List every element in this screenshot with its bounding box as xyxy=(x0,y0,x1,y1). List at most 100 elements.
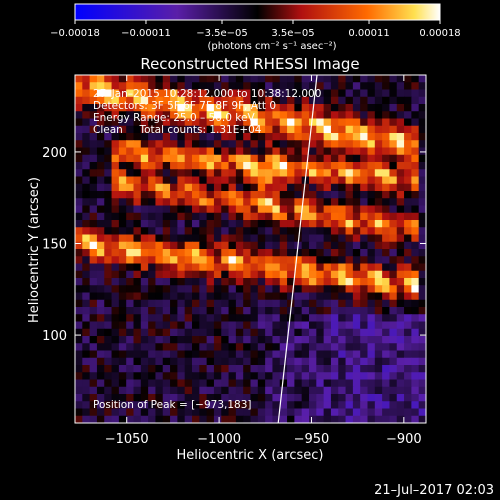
heatmap-cell xyxy=(374,292,383,301)
heatmap-cell xyxy=(360,212,369,221)
heatmap-cell xyxy=(221,140,230,149)
heatmap-cell xyxy=(133,270,142,279)
heatmap-cell xyxy=(228,104,237,112)
heatmap-cell xyxy=(133,104,142,112)
heatmap-cell xyxy=(374,154,383,163)
heatmap-cell xyxy=(338,292,347,301)
heatmap-cell xyxy=(316,227,325,236)
heatmap-cell xyxy=(396,394,405,402)
heatmap-cell xyxy=(104,270,113,279)
heatmap-cell xyxy=(301,278,310,286)
heatmap-cell xyxy=(352,220,361,228)
heatmap-cell xyxy=(133,205,142,214)
heatmap-cell xyxy=(206,350,215,359)
heatmap-cell xyxy=(126,234,135,243)
heatmap-cell xyxy=(367,147,376,156)
heatmap-cell xyxy=(404,372,412,381)
heatmap-cell xyxy=(243,220,252,228)
heatmap-cell xyxy=(82,125,91,134)
heatmap-cell xyxy=(199,125,208,134)
heatmap-cell xyxy=(133,314,142,323)
heatmap-cell xyxy=(228,415,237,423)
x-axis: −1050 −1000 −950 −900 xyxy=(105,75,422,447)
heatmap-cell xyxy=(148,154,157,163)
heatmap-cell xyxy=(396,307,405,315)
heatmap-cell xyxy=(250,162,259,170)
heatmap-cell xyxy=(272,401,281,410)
heatmap-cell xyxy=(184,205,193,214)
heatmap-cell xyxy=(243,386,252,395)
heatmap-cell xyxy=(235,162,244,170)
heatmap-cell xyxy=(272,154,281,163)
heatmap-cell xyxy=(330,292,339,301)
heatmap-cell xyxy=(418,140,426,149)
heatmap-cell xyxy=(75,205,83,214)
heatmap-cell xyxy=(382,249,391,257)
heatmap-cell xyxy=(338,270,347,279)
heatmap-cell xyxy=(118,198,127,207)
heatmap-cell xyxy=(177,292,186,301)
heatmap-cell xyxy=(82,401,91,410)
heatmap-cell xyxy=(272,220,281,228)
heatmap-cell xyxy=(309,401,317,410)
heatmap-cell xyxy=(104,140,113,149)
heatmap-cell xyxy=(330,82,339,91)
heatmap-cell xyxy=(213,162,222,170)
heatmap-cell xyxy=(316,314,325,323)
heatmap-cell xyxy=(228,278,237,286)
heatmap-cell xyxy=(75,321,83,330)
heatmap-cell xyxy=(338,343,347,352)
heatmap-cell xyxy=(287,96,295,105)
heatmap-cell xyxy=(323,336,332,344)
heatmap-cell xyxy=(228,82,237,91)
heatmap-cell xyxy=(148,82,157,91)
heatmap-cell xyxy=(287,176,295,185)
heatmap-cell xyxy=(250,169,259,178)
heatmap-cell xyxy=(345,96,354,105)
heatmap-cell xyxy=(213,154,222,163)
heatmap-cell xyxy=(367,205,376,214)
heatmap-cell xyxy=(96,343,105,352)
heatmap-cell xyxy=(374,169,383,178)
heatmap-cell xyxy=(199,263,208,272)
heatmap-cell xyxy=(206,256,215,265)
heatmap-cell xyxy=(330,307,339,315)
heatmap-cell xyxy=(111,198,120,207)
heatmap-cell xyxy=(323,299,332,308)
heatmap-cell xyxy=(301,183,310,192)
heatmap-cell xyxy=(184,307,193,315)
heatmap-cell xyxy=(199,147,208,156)
heatmap-cell xyxy=(111,357,120,366)
heatmap-cell xyxy=(309,372,317,381)
heatmap-cell xyxy=(323,104,332,112)
heatmap-cell xyxy=(360,198,369,207)
x-tick-label: −1050 xyxy=(105,432,149,447)
heatmap-cell xyxy=(140,227,149,236)
heatmap-cell xyxy=(250,307,259,315)
heatmap-cell xyxy=(382,82,391,91)
heatmap-cell xyxy=(118,96,127,105)
heatmap-cell xyxy=(155,176,164,185)
heatmap-cell xyxy=(316,82,325,91)
heatmap-cell xyxy=(184,285,193,294)
heatmap-cell xyxy=(155,111,164,120)
heatmap-cell xyxy=(345,212,354,221)
heatmap-cell xyxy=(411,343,420,352)
heatmap-cell xyxy=(104,307,113,315)
heatmap-cell xyxy=(170,292,178,301)
heatmap-cell xyxy=(301,212,310,221)
heatmap-cell xyxy=(148,220,157,228)
heatmap-cell xyxy=(330,162,339,170)
heatmap-cell xyxy=(360,183,369,192)
heatmap-cell xyxy=(96,133,105,141)
heatmap-cell xyxy=(126,321,135,330)
heatmap-cell xyxy=(265,357,274,366)
heatmap-cell xyxy=(316,278,325,286)
heatmap-cell xyxy=(352,191,361,199)
heatmap-cell xyxy=(367,408,376,417)
heatmap-cell xyxy=(404,292,412,301)
heatmap-cell xyxy=(352,321,361,330)
x-tick-label: −950 xyxy=(294,432,330,447)
heatmap-cell xyxy=(126,394,135,402)
heatmap-cell xyxy=(235,234,244,243)
